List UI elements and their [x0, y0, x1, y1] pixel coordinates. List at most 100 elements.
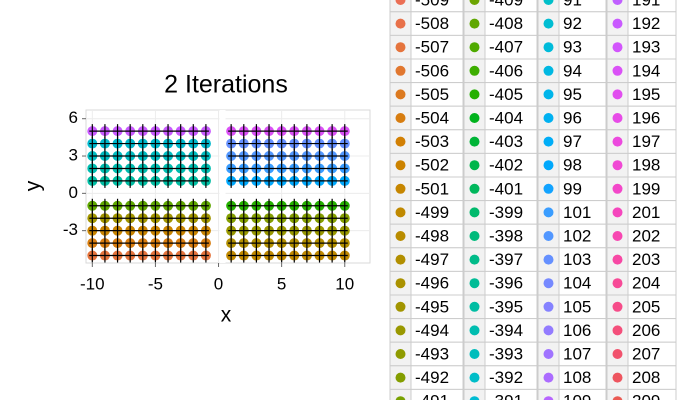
legend-key: [612, 42, 623, 53]
legend-key: [469, 254, 480, 265]
legend-key: [469, 18, 480, 29]
legend-label-box: [558, 388, 607, 400]
x-tick-label: 10: [335, 274, 354, 293]
legend-label: -399: [489, 203, 523, 222]
legend-key: [469, 325, 480, 336]
legend-label: 199: [632, 179, 660, 198]
x-axis-label: x: [221, 304, 232, 327]
legend-label: 206: [632, 321, 660, 340]
legend-key: [543, 301, 554, 312]
legend-key: [612, 396, 623, 400]
legend-label: -507: [415, 38, 449, 57]
legend-key: [395, 207, 406, 218]
x-tick-label: 0: [214, 274, 223, 293]
legend-label: 208: [632, 368, 660, 387]
x-tick-label: -10: [80, 274, 105, 293]
legend-key-box: [463, 388, 486, 400]
legend-key: [395, 301, 406, 312]
legend-key: [469, 349, 480, 359]
legend-label: 96: [563, 108, 582, 127]
y-tick-label: 6: [69, 108, 78, 127]
legend-key: [469, 113, 480, 123]
legend-label: 204: [632, 274, 660, 293]
legend-label: -499: [415, 203, 449, 222]
legend-label: 201: [632, 203, 660, 222]
legend-label: -409: [489, 0, 523, 9]
legend-label: 104: [563, 274, 591, 293]
legend-label: -495: [415, 297, 449, 316]
legend-key: [543, 396, 554, 400]
legend-label: 106: [563, 321, 591, 340]
legend-key: [395, 42, 406, 53]
legend-label: 95: [563, 85, 582, 104]
legend-label: -398: [489, 226, 523, 245]
legend-label: -492: [415, 368, 449, 387]
legend-label: 198: [632, 156, 660, 175]
legend-label: 194: [632, 61, 660, 80]
legend-key: [543, 207, 554, 218]
legend-key: [469, 207, 480, 218]
legend-label: -504: [415, 108, 449, 127]
legend-key: [543, 325, 554, 336]
legend-label: -503: [415, 132, 449, 151]
legend-key: [543, 18, 554, 29]
legend-label: 192: [632, 14, 660, 33]
legend-key: [612, 278, 623, 289]
legend-key: [469, 89, 480, 100]
legend-label: -494: [415, 321, 449, 340]
legend-key: [543, 231, 554, 241]
legend-key: [469, 278, 480, 289]
legend-key: [612, 65, 623, 76]
legend-label: 103: [563, 250, 591, 269]
legend-key: [395, 0, 406, 5]
legend-label: -505: [415, 85, 449, 104]
legend-label: -404: [489, 108, 523, 127]
legend-key: [469, 42, 480, 53]
legend-key: [395, 183, 406, 194]
legend-label: 109: [563, 392, 591, 400]
legend-key: [395, 113, 406, 123]
legend-label: 92: [563, 14, 582, 33]
legend-label: -498: [415, 226, 449, 245]
legend-key: [612, 325, 623, 336]
legend-label: -502: [415, 156, 449, 175]
legend-key: [543, 278, 554, 289]
legend-label: 197: [632, 132, 660, 151]
legend-key: [395, 372, 406, 383]
legend-label: 101: [563, 203, 591, 222]
legend-key: [395, 89, 406, 100]
legend-label: 191: [632, 0, 660, 9]
legend-label: 207: [632, 344, 660, 363]
legend-key: [395, 160, 406, 171]
legend-key: [469, 231, 480, 241]
legend-label: -406: [489, 61, 523, 80]
legend-key: [543, 0, 554, 5]
legend-key: [395, 18, 406, 29]
legend-key: [395, 231, 406, 241]
legend-key: [543, 372, 554, 383]
legend-label: -396: [489, 274, 523, 293]
legend-label: 205: [632, 297, 660, 316]
legend-key: [612, 372, 623, 383]
legend-label: 94: [563, 61, 582, 80]
legend-key: [543, 113, 554, 123]
legend-key: [395, 396, 406, 400]
legend-label-box: [627, 388, 677, 400]
legend-label: -405: [489, 85, 523, 104]
legend-key: [469, 183, 480, 194]
legend-key: [612, 231, 623, 241]
y-axis-label: y: [22, 180, 45, 191]
legend-key: [395, 65, 406, 76]
legend-key: [612, 113, 623, 123]
y-tick-label: 3: [69, 146, 78, 165]
legend-label: -508: [415, 14, 449, 33]
legend-key: [469, 160, 480, 171]
legend-key: [469, 65, 480, 76]
legend-key: [395, 136, 406, 147]
legend-label: -501: [415, 179, 449, 198]
legend-label-box: [484, 388, 538, 400]
legend-label: -394: [489, 321, 523, 340]
legend-key: [469, 372, 480, 383]
plot-panel: [85, 109, 371, 264]
